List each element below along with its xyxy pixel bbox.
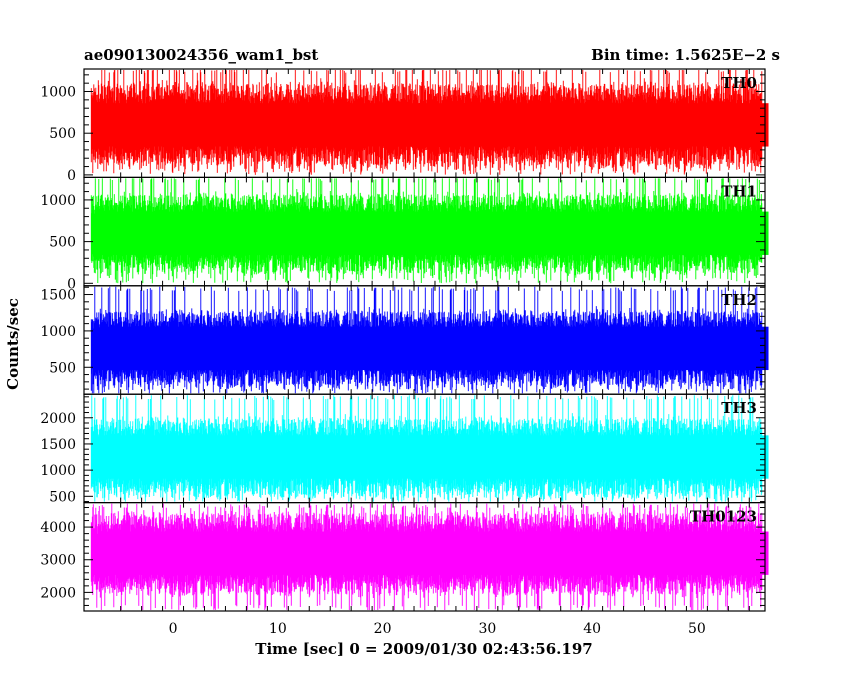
y-tick-label-th3: 500 <box>49 489 76 505</box>
panel-th2: 500 1000 1500 TH2 <box>40 285 769 395</box>
y-tick-label-th0123: 4000 <box>40 520 76 536</box>
x-tick-label: 30 <box>478 621 496 637</box>
y-tick-label-th2: 1500 <box>40 288 76 304</box>
y-tick-label-th1: 0 <box>67 276 76 292</box>
panel-th1: 0 500 1000 TH1 <box>40 176 769 292</box>
y-tick-label-th0123: 2000 <box>40 585 76 601</box>
y-tick-label-th3: 1500 <box>40 437 76 453</box>
panel-label-th2: TH2 <box>721 291 757 309</box>
series-core-th0123 <box>102 531 769 575</box>
x-axis-label: Time [sec] 0 = 2009/01/30 02:43:56.197 <box>255 640 592 658</box>
panel-label-th0: TH0 <box>721 74 757 92</box>
title-left: ae090130024356_wam1_bst <box>84 46 318 64</box>
panel-frame-th0123 <box>83 502 766 612</box>
x-tick-label: 40 <box>583 621 601 637</box>
panel-label-th1: TH1 <box>721 182 757 200</box>
panel-th0123: 2000 3000 4000 TH0123 <box>40 502 769 612</box>
series-core-th1 <box>102 211 769 255</box>
y-tick-label-th3: 2000 <box>40 411 76 427</box>
x-tick-label: 20 <box>374 621 392 637</box>
title-right: Bin time: 1.5625E−2 s <box>591 46 780 64</box>
y-axis-label: Counts/sec <box>4 298 22 390</box>
y-tick-label-th0: 0 <box>67 168 76 184</box>
y-tick-label-th2: 500 <box>49 360 76 376</box>
x-tick-label: 0 <box>169 621 178 637</box>
panel-label-th3: TH3 <box>721 399 757 417</box>
series-core-th0 <box>102 103 769 147</box>
series-core-th2 <box>102 326 769 371</box>
y-tick-label-th0123: 3000 <box>40 553 76 569</box>
y-tick-label-th0: 1000 <box>40 85 76 101</box>
y-tick-label-th2: 1000 <box>40 324 76 340</box>
x-tick-label: 10 <box>269 621 287 637</box>
panel-label-th0123: TH0123 <box>690 508 757 526</box>
series-core-th3 <box>102 435 769 479</box>
y-tick-label-th1: 1000 <box>40 193 76 209</box>
x-tick-label: 50 <box>688 621 706 637</box>
panel-th0: 0 500 1000 TH0 <box>40 68 769 184</box>
y-tick-label-th1: 500 <box>49 235 76 251</box>
y-tick-label-th3: 1000 <box>40 463 76 479</box>
y-tick-label-th0: 500 <box>49 126 76 142</box>
panel-th3: 500 1000 1500 2000 TH3 <box>40 393 769 505</box>
